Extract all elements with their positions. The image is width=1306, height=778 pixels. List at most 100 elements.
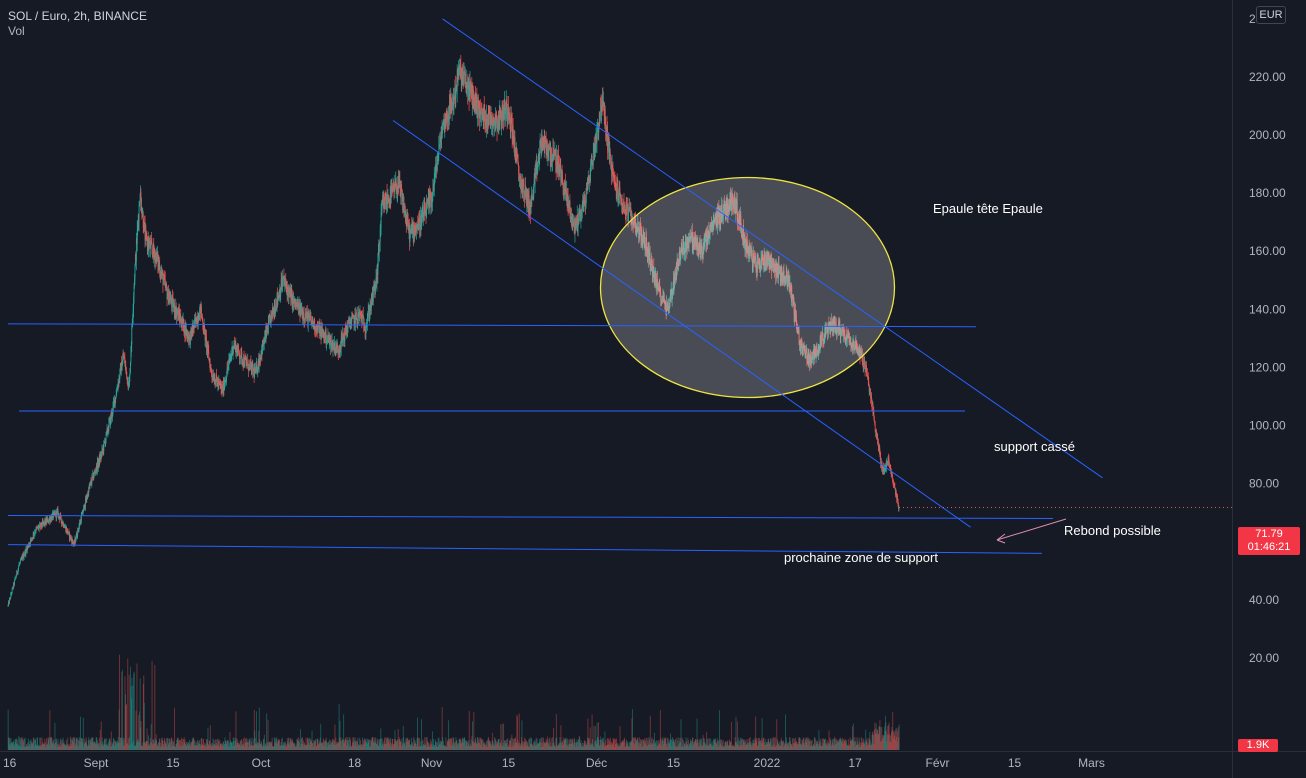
candle-body xyxy=(506,103,508,118)
volume-bar xyxy=(14,744,16,750)
volume-bar xyxy=(202,744,203,750)
volume-bar xyxy=(214,744,216,750)
candle-body xyxy=(603,109,605,121)
volume-bar xyxy=(439,741,441,750)
volume-bar xyxy=(642,739,643,750)
volume-bar xyxy=(513,745,515,750)
volume-bar xyxy=(671,737,673,750)
candle-body xyxy=(298,305,300,314)
volume-bar xyxy=(697,739,698,750)
volume-bar xyxy=(74,737,76,750)
volume-bar xyxy=(217,744,219,750)
volume-bar xyxy=(65,745,67,750)
candle-body xyxy=(691,233,692,239)
candle-body xyxy=(379,229,381,243)
volume-bar xyxy=(372,742,374,750)
volume-bar xyxy=(89,740,91,750)
volume-bar xyxy=(160,746,162,750)
volume-bar xyxy=(125,704,127,750)
volume-bar xyxy=(517,739,519,750)
volume-bar xyxy=(233,740,235,750)
candle-body xyxy=(313,319,315,329)
volume-bar xyxy=(858,742,860,750)
volume-bar xyxy=(884,715,886,750)
candle-body xyxy=(471,88,473,105)
candle-body xyxy=(548,143,550,152)
volume-bar xyxy=(62,737,64,750)
volume-bar xyxy=(895,728,897,750)
candle-body xyxy=(322,331,324,333)
candle-body xyxy=(360,312,361,317)
candle-body xyxy=(463,80,465,83)
candle-body xyxy=(251,363,253,365)
volume-bar xyxy=(525,738,527,750)
volume-bar xyxy=(156,743,158,750)
volume-bar xyxy=(501,724,503,750)
candle-body xyxy=(234,343,235,348)
volume-bar xyxy=(27,738,29,750)
candle-body xyxy=(541,141,542,147)
candle-body xyxy=(229,357,231,360)
candle-body xyxy=(384,198,386,209)
candle-body xyxy=(646,252,648,255)
volume-bar xyxy=(781,741,783,750)
candle-body xyxy=(698,245,700,249)
volume-bar xyxy=(756,741,758,750)
candle-body xyxy=(473,90,475,99)
volume-bar xyxy=(245,738,247,750)
candle-body xyxy=(516,151,518,157)
volume-bar xyxy=(104,738,106,750)
candle-body xyxy=(130,352,132,363)
volume-bar xyxy=(532,742,534,750)
candle-body xyxy=(212,375,214,381)
volume-bar xyxy=(333,744,335,750)
volume-bar xyxy=(640,739,642,750)
volume-bar xyxy=(834,744,836,750)
candle-body xyxy=(370,304,371,308)
volume-bar xyxy=(78,739,80,750)
volume-bar xyxy=(421,719,423,750)
volume-bar xyxy=(459,738,461,750)
volume-bar xyxy=(371,737,373,750)
candle-body xyxy=(159,274,161,275)
volume-bar xyxy=(239,740,241,750)
candle-body xyxy=(170,296,172,300)
candle-body xyxy=(198,319,200,321)
volume-bar xyxy=(69,745,71,750)
volume-bar xyxy=(497,743,499,750)
candle-body xyxy=(631,212,633,222)
volume-bar xyxy=(173,746,175,750)
volume-bar xyxy=(251,741,252,750)
volume-bar xyxy=(688,744,690,750)
volume-bar xyxy=(44,746,46,750)
volume-bar xyxy=(84,742,86,750)
candle-body xyxy=(703,238,705,247)
candle-body xyxy=(29,543,31,545)
volume-bar xyxy=(272,745,274,750)
candle-body xyxy=(548,151,549,155)
volume-bar xyxy=(158,738,160,750)
plot-area[interactable] xyxy=(0,0,1232,752)
volume-bar xyxy=(264,743,266,750)
volume-bar xyxy=(862,742,864,750)
volume-bar xyxy=(778,746,780,750)
volume-bar xyxy=(114,742,116,750)
candle-body xyxy=(111,412,113,418)
candle-body xyxy=(636,229,638,231)
volume-bar xyxy=(175,744,177,750)
candle-body xyxy=(465,84,467,91)
candle-body xyxy=(637,221,639,230)
volume-bar xyxy=(583,741,585,750)
candle-body xyxy=(84,504,85,510)
candle-body xyxy=(346,327,348,333)
volume-bar xyxy=(537,743,539,750)
candle-body xyxy=(566,189,568,203)
candle-body xyxy=(69,534,71,539)
candle-body xyxy=(394,183,396,187)
candle-body xyxy=(596,132,598,143)
volume-bar xyxy=(498,738,500,750)
volume-bar xyxy=(842,744,844,750)
candle-body xyxy=(688,241,690,245)
volume-bar xyxy=(806,737,808,750)
